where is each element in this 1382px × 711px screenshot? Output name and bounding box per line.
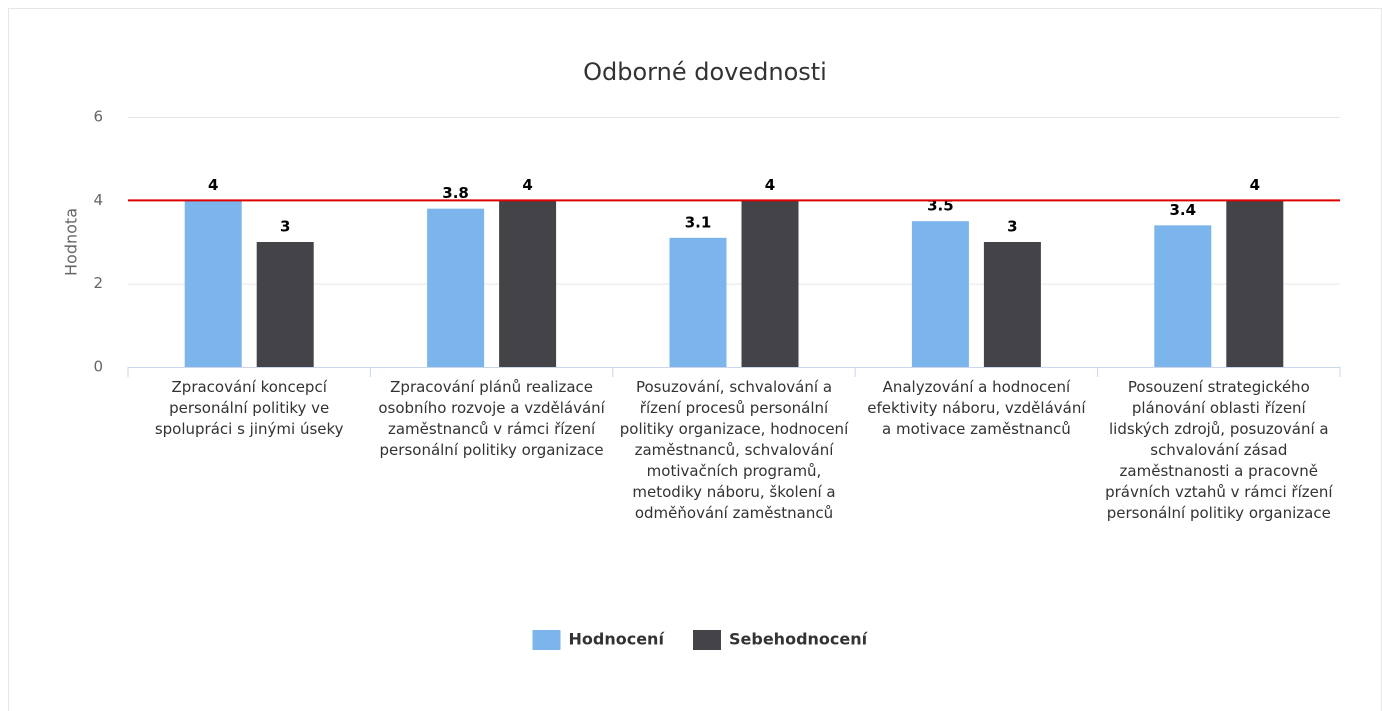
legend-swatch xyxy=(532,630,561,650)
data-label: 3.1 xyxy=(685,213,712,231)
bar xyxy=(983,242,1041,367)
x-tick-label: Posuzování, schvalování a řízení procesů… xyxy=(619,378,849,522)
bar xyxy=(911,221,969,367)
y-tick-label: 2 xyxy=(93,274,103,292)
x-tick-label: Posouzení strategického plánování oblast… xyxy=(1105,378,1333,522)
bar xyxy=(1226,200,1284,367)
bar xyxy=(741,200,799,367)
bar xyxy=(427,208,485,367)
x-tick-label: Analyzování a hodnocení efektivity nábor… xyxy=(867,378,1086,438)
bar xyxy=(1154,225,1212,367)
legend-label: Hodnocení xyxy=(569,630,666,649)
bar xyxy=(499,200,557,367)
y-tick-label: 4 xyxy=(93,191,103,209)
data-label: 4 xyxy=(765,176,775,194)
data-label: 4 xyxy=(522,176,532,194)
data-label: 4 xyxy=(208,176,218,194)
data-label: 3 xyxy=(1007,218,1017,236)
data-label: 3.8 xyxy=(442,184,469,202)
x-tick-label: Zpracování koncepcí personální politiky … xyxy=(154,378,344,438)
chart-title: Odborné dovednosti xyxy=(583,58,827,86)
bar xyxy=(256,242,314,367)
legend-label: Sebehodnocení xyxy=(729,630,869,649)
y-tick-label: 0 xyxy=(93,358,103,376)
x-tick-label: Zpracování plánů realizace osobního rozv… xyxy=(378,378,605,459)
y-tick-label: 6 xyxy=(93,108,103,126)
legend-swatch xyxy=(693,630,721,650)
bar xyxy=(184,200,242,367)
data-label: 3.4 xyxy=(1170,201,1197,219)
bar xyxy=(669,237,727,367)
data-label: 4 xyxy=(1250,176,1260,194)
data-label: 3 xyxy=(280,218,290,236)
y-axis-label: Hodnota xyxy=(62,208,81,276)
